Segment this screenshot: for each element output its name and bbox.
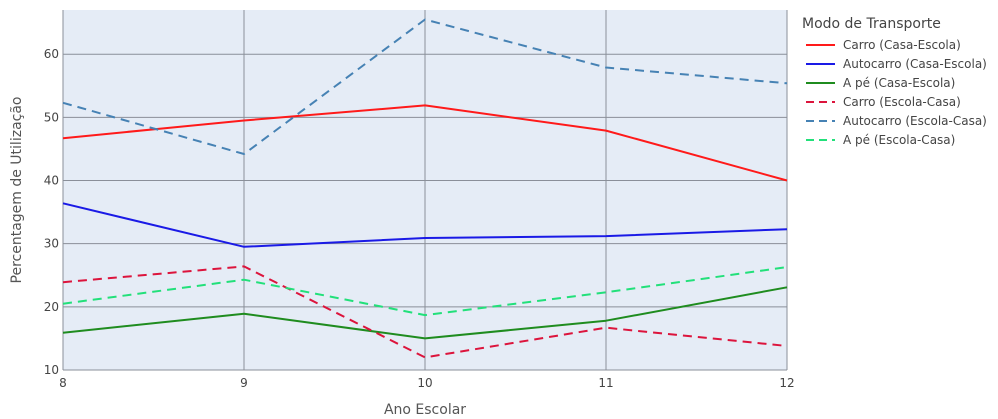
x-tick-label: 12 [779, 376, 794, 390]
x-tick-label: 9 [240, 376, 248, 390]
series-line[interactable] [62, 265, 788, 359]
y-tick-label: 60 [44, 47, 59, 61]
y-tick-label: 20 [44, 300, 59, 314]
y-axis-title: Percentagem de Utilização [9, 97, 25, 284]
legend-title: Modo de Transporte [802, 16, 941, 32]
legend[interactable]: Modo de Transporte Carro (Casa-Escola) Au… [802, 16, 987, 147]
legend-item[interactable]: Carro (Escola-Casa) [806, 95, 961, 109]
legend-label: A pé (Casa-Escola) [843, 76, 955, 90]
series-line[interactable] [62, 202, 788, 248]
series-line[interactable] [62, 18, 788, 155]
series-line[interactable] [62, 104, 788, 182]
x-tick-label: 11 [598, 376, 613, 390]
legend-item[interactable]: Carro (Casa-Escola) [806, 38, 961, 52]
legend-item[interactable]: A pé (Escola-Casa) [806, 133, 955, 147]
x-axis-ticks: 8 9 10 11 12 [59, 376, 794, 390]
grid-lines [62, 10, 788, 371]
series-line[interactable] [62, 286, 788, 340]
y-tick-label: 30 [44, 237, 59, 251]
legend-label: Autocarro (Escola-Casa) [843, 114, 987, 128]
x-axis-title: Ano Escolar [384, 402, 466, 418]
y-tick-label: 10 [44, 363, 59, 377]
y-axis-ticks: 10 20 30 40 50 60 [44, 47, 59, 377]
legend-label: Carro (Casa-Escola) [843, 38, 961, 52]
series-line[interactable] [62, 266, 788, 317]
legend-item[interactable]: Autocarro (Casa-Escola) [806, 57, 987, 71]
legend-item[interactable]: A pé (Casa-Escola) [806, 76, 955, 90]
series-lines [62, 18, 788, 359]
legend-label: Autocarro (Casa-Escola) [843, 57, 987, 71]
legend-label: A pé (Escola-Casa) [843, 133, 955, 147]
x-tick-label: 10 [417, 376, 432, 390]
legend-label: Carro (Escola-Casa) [843, 95, 961, 109]
x-tick-label: 8 [59, 376, 67, 390]
y-tick-label: 50 [44, 110, 59, 124]
y-tick-label: 40 [44, 174, 59, 188]
legend-item[interactable]: Autocarro (Escola-Casa) [806, 114, 987, 128]
